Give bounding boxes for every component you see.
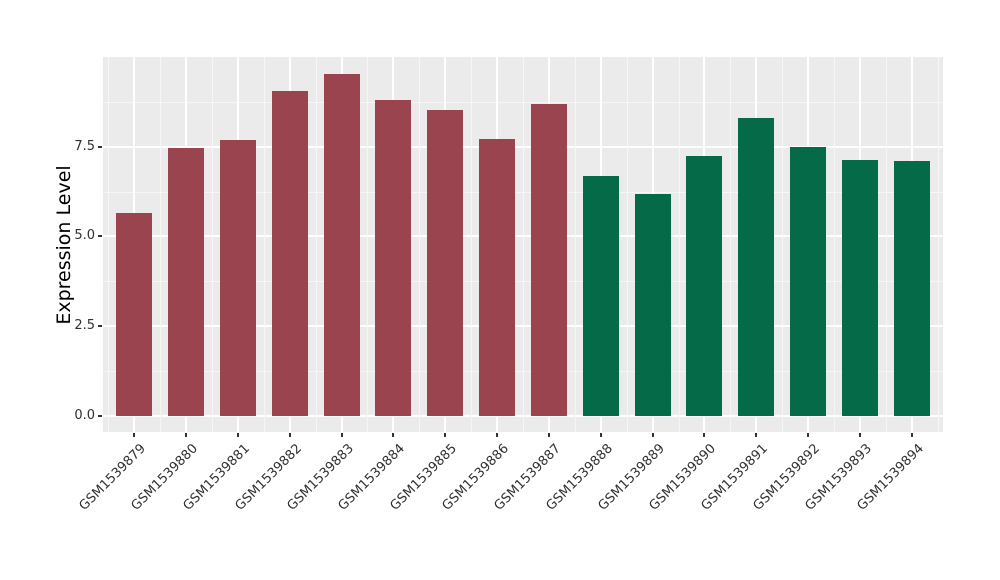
- y-axis-tick: [98, 325, 102, 328]
- x-axis-tick: [288, 433, 291, 437]
- x-axis-tick: [910, 433, 913, 437]
- bar-GSM1539889: [634, 194, 671, 416]
- x-axis-tick: [859, 433, 862, 437]
- y-tick-label: 2.5: [74, 318, 95, 334]
- gridline-minor-vertical: [160, 57, 162, 432]
- x-axis-tick: [599, 433, 602, 437]
- bar-GSM1539883: [323, 73, 360, 416]
- bar-GSM1539890: [686, 155, 723, 416]
- x-axis-tick: [547, 433, 550, 437]
- x-axis-tick: [703, 433, 706, 437]
- y-axis-tick: [98, 235, 102, 238]
- bar-GSM1539881: [219, 139, 256, 416]
- bar-GSM1539885: [427, 110, 464, 416]
- x-axis-tick: [133, 433, 136, 437]
- bar-GSM1539886: [479, 138, 516, 416]
- gridline-minor-vertical: [782, 57, 784, 432]
- y-tick-label: 5.0: [74, 228, 95, 244]
- bar-GSM1539882: [271, 90, 308, 416]
- gridline-minor-vertical: [574, 57, 576, 432]
- x-axis-tick: [755, 433, 758, 437]
- bar-GSM1539891: [738, 117, 775, 416]
- y-axis-tick: [98, 145, 102, 148]
- y-axis-title: Expression Level: [53, 164, 75, 325]
- x-axis-tick: [392, 433, 395, 437]
- gridline-minor-vertical: [108, 57, 110, 432]
- gridline-minor-vertical: [315, 57, 317, 432]
- gridline-minor-vertical: [834, 57, 836, 432]
- gridline-minor-vertical: [419, 57, 421, 432]
- x-axis-tick: [651, 433, 654, 437]
- gridline-minor-vertical: [211, 57, 213, 432]
- x-axis-tick: [496, 433, 499, 437]
- bar-GSM1539887: [530, 104, 567, 416]
- gridline-minor-vertical: [937, 57, 939, 432]
- bar-GSM1539879: [116, 213, 153, 416]
- bar-GSM1539884: [375, 99, 412, 416]
- gridline-minor-vertical: [678, 57, 680, 432]
- y-axis-tick: [98, 414, 102, 417]
- gridline-minor-vertical: [367, 57, 369, 432]
- x-axis-tick: [236, 433, 239, 437]
- x-axis-tick: [340, 433, 343, 437]
- x-axis-tick: [444, 433, 447, 437]
- bar-GSM1539893: [842, 159, 879, 416]
- bar-GSM1539894: [893, 160, 930, 416]
- plot-panel: [103, 57, 943, 432]
- x-axis-tick: [184, 433, 187, 437]
- gridline-minor-vertical: [730, 57, 732, 432]
- y-tick-label: 0.0: [74, 407, 95, 423]
- gridline-minor-vertical: [523, 57, 524, 432]
- x-axis-tick: [807, 433, 810, 437]
- gridline-minor-vertical: [626, 57, 628, 432]
- bar-GSM1539892: [790, 147, 827, 416]
- y-tick-label: 7.5: [74, 138, 95, 154]
- bar-GSM1539888: [582, 176, 619, 416]
- bar-GSM1539880: [167, 148, 204, 416]
- gridline-minor-vertical: [885, 57, 887, 432]
- gridline-minor-vertical: [471, 57, 473, 432]
- gridline-minor-vertical: [263, 57, 265, 432]
